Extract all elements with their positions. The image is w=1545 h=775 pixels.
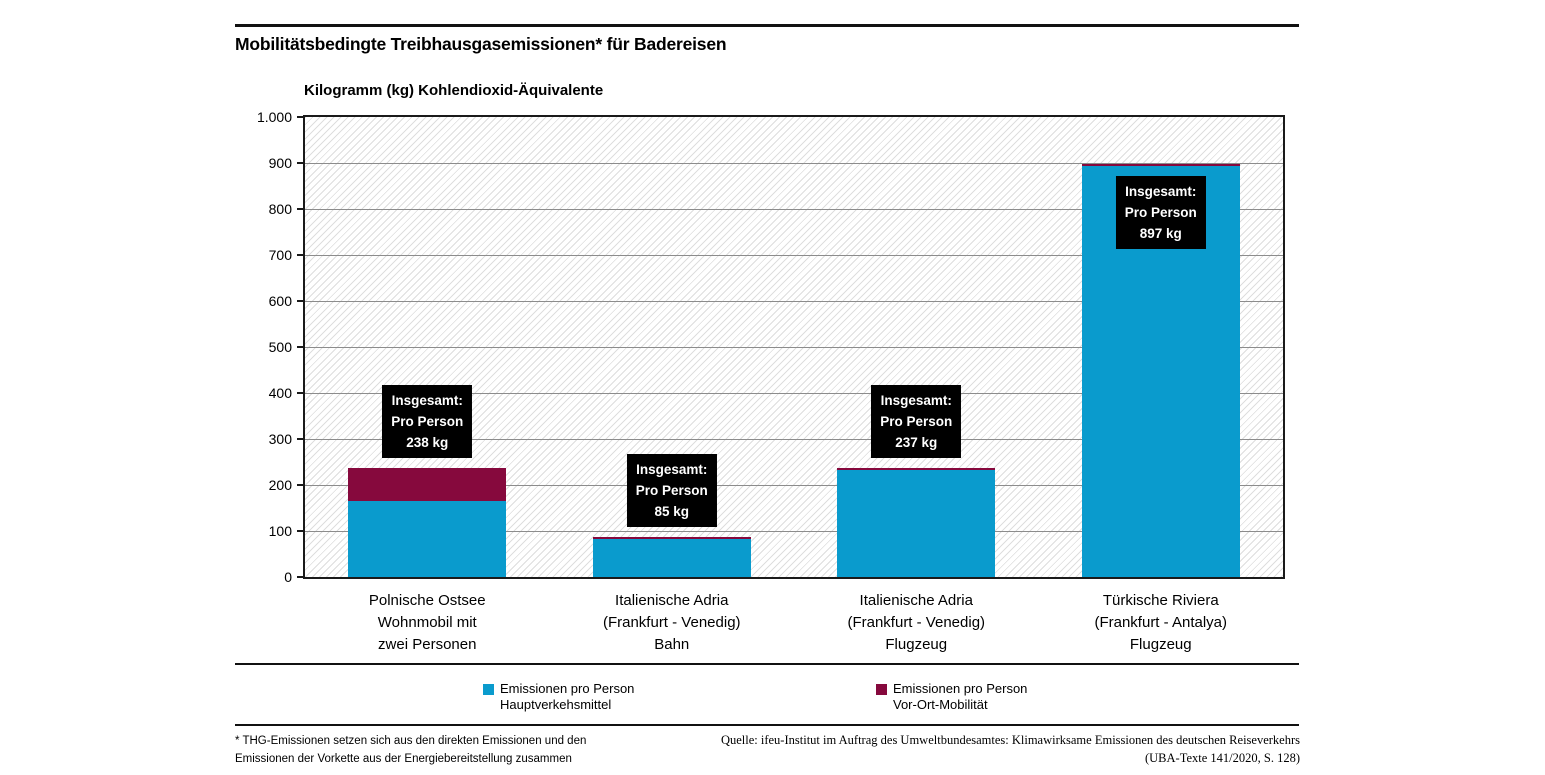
bar-segment-local-mobility — [837, 467, 996, 470]
bar-total-label-line: Insgesamt: — [636, 462, 708, 478]
y-tick-label: 300 — [268, 431, 292, 447]
category-label-line: Wohnmobil mit — [377, 614, 477, 631]
bar — [837, 467, 996, 577]
bar-total-label-line: 897 kg — [1139, 226, 1182, 242]
y-tick-label: 900 — [268, 155, 292, 171]
y-tick-mark — [297, 116, 304, 118]
y-tick-label: 500 — [268, 339, 292, 355]
category-label-line: (Frankfurt - Antalya) — [1094, 614, 1228, 631]
legend-label: Emissionen pro Person Vor-Ort-Mobilität — [893, 681, 1027, 713]
y-tick-label: 1.000 — [256, 109, 292, 125]
category-label-line: (Frankfurt - Venedig) — [602, 614, 741, 631]
bar-total-label-line: Pro Person — [1124, 205, 1197, 221]
legend-item: Emissionen pro Person Hauptverkehsmittel — [483, 681, 634, 713]
bar-segment-local-mobility — [1081, 164, 1240, 167]
bar-total-label-line: Pro Person — [635, 483, 708, 499]
y-tick-label: 800 — [268, 201, 292, 217]
category-label: Türkische Riviera (Frankfurt - Antalya) Fl… — [1039, 590, 1284, 656]
y-tick-mark — [297, 576, 304, 578]
legend-divider-rule — [235, 663, 1299, 665]
y-tick-label: 0 — [284, 569, 292, 585]
y-tick-label: 200 — [268, 477, 292, 493]
legend-label-line: Vor-Ort-Mobilität — [893, 697, 988, 712]
legend-swatch — [483, 684, 494, 695]
footnote-line: * THG-Emissionen setzen sich aus den dir… — [235, 735, 587, 747]
bar-segment-local-mobility — [348, 467, 507, 502]
bar-segment-main-transport — [348, 501, 507, 577]
bar-total-label-line: 85 kg — [654, 504, 690, 520]
category-label-line: Bahn — [654, 636, 690, 653]
gridline — [305, 255, 1283, 256]
gridline — [305, 531, 1283, 532]
source-line: (UBA-Texte 141/2020, S. 128) — [1144, 751, 1300, 765]
category-label-line: Italienische Adria — [859, 592, 973, 609]
bar — [348, 467, 507, 577]
y-tick-mark — [297, 254, 304, 256]
top-rule — [235, 24, 1299, 27]
bar-segment-main-transport — [837, 469, 996, 577]
category-label-line: Türkische Riviera — [1102, 592, 1219, 609]
gridline — [305, 347, 1283, 348]
gridline — [305, 393, 1283, 394]
gridline — [305, 163, 1283, 164]
category-label: Polnische Ostsee Wohnmobil mit zwei Person… — [305, 590, 550, 656]
y-tick-label: 600 — [268, 293, 292, 309]
category-label: Italienische Adria (Frankfurt - Venedig) B… — [550, 590, 795, 656]
legend-label-line: Emissionen pro Person — [893, 681, 1028, 696]
bar — [592, 537, 751, 577]
footnote-line: Emissionen der Vorkette aus der Energieb… — [235, 753, 572, 765]
y-tick-label: 700 — [268, 247, 292, 263]
y-tick-mark — [297, 208, 304, 210]
bar-total-label-line: Pro Person — [391, 413, 464, 429]
chart-title: Mobilitätsbedingte Treibhausgasemissione… — [235, 34, 727, 54]
y-tick-mark — [297, 484, 304, 486]
y-tick-mark — [297, 530, 304, 532]
bar-total-label-line: Pro Person — [880, 413, 953, 429]
gridline — [305, 301, 1283, 302]
legend-swatch — [876, 684, 887, 695]
bar-total-label: Insgesamt: Pro Person 237 kg — [871, 384, 962, 458]
category-label-line: (Frankfurt - Venedig) — [847, 614, 986, 631]
gridline — [305, 439, 1283, 440]
y-axis-title: Kilogramm (kg) Kohlendioxid-Äquivalente — [304, 82, 604, 99]
gridline — [305, 209, 1283, 210]
bar-total-label-line: Insgesamt: — [880, 392, 952, 408]
legend-label-line: Hauptverkehsmittel — [500, 697, 612, 712]
y-tick-mark — [297, 162, 304, 164]
y-tick-mark — [297, 438, 304, 440]
y-tick-mark — [297, 300, 304, 302]
y-tick-label: 400 — [268, 385, 292, 401]
category-label-line: Flugzeug — [1129, 636, 1192, 653]
source-attribution: Quelle: ifeu-Institut im Auftrag des Umw… — [721, 731, 1300, 767]
bar-total-label-line: 238 kg — [406, 434, 449, 450]
category-label-line: Flugzeug — [885, 636, 948, 653]
category-label-line: Italienische Adria — [615, 592, 729, 609]
plot-area: Insgesamt: Pro Person 238 kg Insgesamt: Pro … — [303, 115, 1285, 579]
gridline — [305, 485, 1283, 486]
category-label: Italienische Adria (Frankfurt - Venedig) F… — [794, 590, 1039, 656]
bar-total-label-line: Insgesamt: — [1125, 184, 1197, 200]
category-label-line: Polnische Ostsee — [368, 592, 486, 609]
bar-segment-main-transport — [592, 539, 751, 577]
bar-total-label-line: 237 kg — [895, 434, 938, 450]
legend-label: Emissionen pro Person Hauptverkehsmittel — [500, 681, 634, 713]
legend-label-line: Emissionen pro Person — [500, 681, 635, 696]
footer-divider-rule — [235, 724, 1299, 726]
bar-total-label: Insgesamt: Pro Person 238 kg — [382, 384, 473, 458]
bar-total-label: Insgesamt: Pro Person 85 kg — [626, 454, 717, 528]
y-tick-mark — [297, 346, 304, 348]
bar-segment-local-mobility — [592, 537, 751, 540]
y-tick-mark — [297, 392, 304, 394]
source-line: Quelle: ifeu-Institut im Auftrag des Umw… — [720, 733, 1300, 747]
category-label-line: zwei Personen — [378, 636, 477, 653]
bar-total-label-line: Insgesamt: — [391, 392, 463, 408]
legend-item: Emissionen pro Person Vor-Ort-Mobilität — [876, 681, 1027, 713]
y-tick-label: 100 — [268, 523, 292, 539]
bar-total-label: Insgesamt: Pro Person 897 kg — [1115, 176, 1206, 250]
footnote: * THG-Emissionen setzen sich aus den dir… — [235, 732, 586, 768]
